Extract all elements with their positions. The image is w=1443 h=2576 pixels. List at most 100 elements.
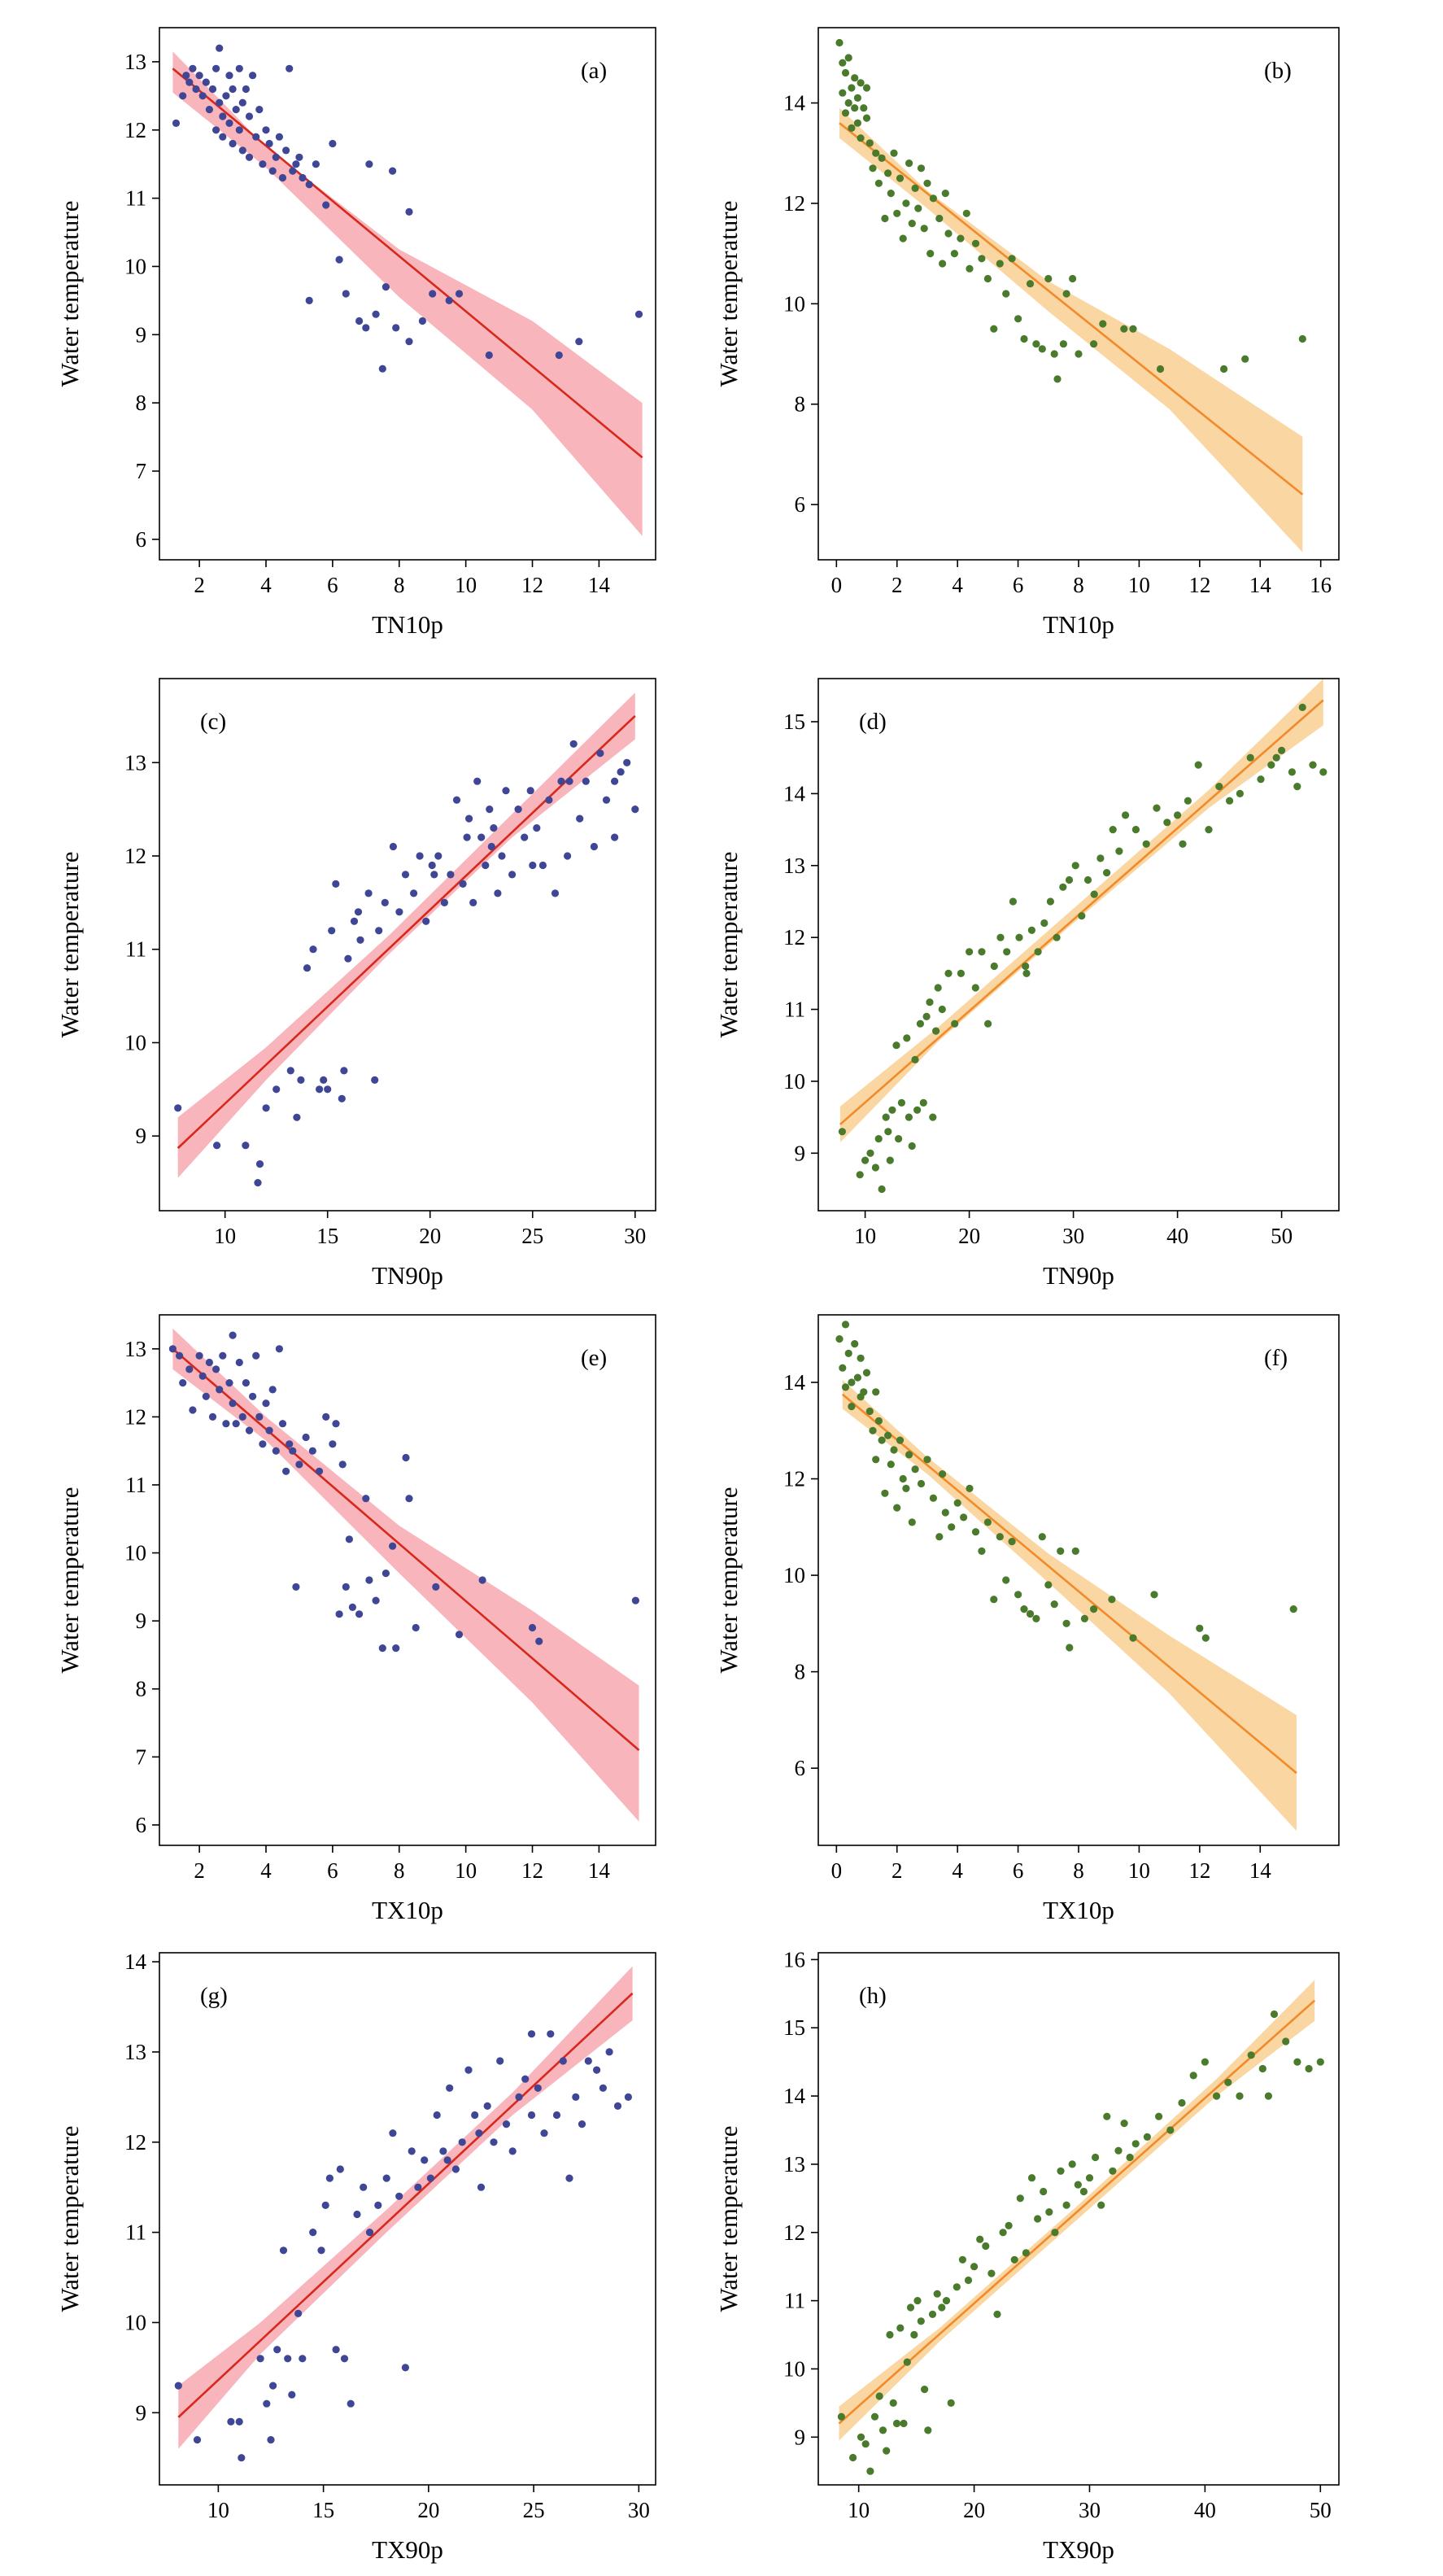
data-point <box>389 167 397 175</box>
data-point <box>1236 2092 1244 2100</box>
data-point <box>917 2317 925 2325</box>
data-point <box>1131 2140 1140 2148</box>
data-point <box>611 833 619 841</box>
y-tick-label: 13 <box>124 1337 146 1361</box>
data-point <box>841 68 850 77</box>
data-point <box>212 64 220 72</box>
data-point <box>475 2129 483 2137</box>
confidence-band <box>172 1328 639 1822</box>
data-point <box>916 1019 924 1028</box>
data-point <box>631 806 639 814</box>
data-point <box>1288 768 1296 776</box>
data-point <box>1046 897 1054 906</box>
data-point <box>255 1160 264 1168</box>
y-tick-label: 13 <box>124 2040 146 2064</box>
x-tick-label: 10 <box>455 573 477 597</box>
data-point <box>911 184 919 192</box>
data-point <box>195 72 203 80</box>
data-point <box>872 1388 880 1396</box>
data-point <box>332 880 340 888</box>
data-point <box>179 92 187 100</box>
data-point <box>857 79 865 87</box>
regression-line <box>177 714 636 1150</box>
data-point <box>455 1631 464 1639</box>
data-point <box>1316 2058 1324 2066</box>
y-tick-label: 10 <box>783 1563 805 1587</box>
y-tick-label: 12 <box>124 118 146 142</box>
data-point <box>275 1345 283 1353</box>
data-point <box>1163 819 1171 827</box>
data-point <box>1065 875 1074 884</box>
panel-b: 0 2 4 6 8 10 12 14 16 6 8 10 12 14 TN10p Water temperat… <box>714 27 1340 639</box>
y-tick-label: 8 <box>795 1660 806 1684</box>
data-point <box>905 159 913 168</box>
data-point <box>957 969 965 977</box>
x-tick-label: 10 <box>848 2498 870 2522</box>
data-point <box>865 139 874 147</box>
data-point <box>262 126 270 134</box>
data-point <box>844 54 852 62</box>
x-tick-label: 14 <box>588 1858 611 1883</box>
data-point <box>242 1379 250 1387</box>
y-axis-title: Water temperature <box>714 2125 743 2312</box>
data-point <box>857 2433 865 2441</box>
data-point <box>917 1479 926 1488</box>
data-point <box>1040 919 1048 928</box>
data-point <box>896 174 905 182</box>
data-point <box>315 1467 324 1475</box>
data-point <box>1026 1609 1035 1618</box>
data-point <box>1205 826 1213 834</box>
data-point <box>364 889 373 897</box>
data-point <box>892 2419 901 2428</box>
data-point <box>278 1420 287 1428</box>
data-point <box>446 2084 454 2092</box>
data-point <box>265 139 273 148</box>
y-tick-label: 13 <box>783 854 805 878</box>
y-axis-title: Water temperature <box>55 200 84 386</box>
y-tick-label: 8 <box>795 392 806 417</box>
data-point <box>983 1518 992 1526</box>
data-point <box>882 1113 890 1121</box>
data-point <box>905 1451 913 1459</box>
data-point <box>902 199 910 207</box>
data-point <box>1020 1605 1028 1613</box>
data-point <box>848 124 856 132</box>
data-point <box>1010 2255 1018 2264</box>
data-point <box>528 1623 537 1632</box>
y-tick-label: 9 <box>795 1141 806 1165</box>
y-tick-label: 12 <box>783 925 805 950</box>
data-point <box>922 1012 931 1020</box>
data-point <box>514 806 522 814</box>
x-tick-label: 40 <box>1166 1224 1188 1248</box>
x-tick-label: 10 <box>207 2498 229 2522</box>
data-point <box>494 889 502 897</box>
x-tick-label: 4 <box>952 1858 963 1883</box>
y-tick-label: 13 <box>124 750 146 775</box>
data-point <box>242 1142 250 1150</box>
data-point <box>362 1495 370 1503</box>
data-point <box>208 1412 217 1421</box>
data-point <box>1051 2229 1059 2237</box>
confidence-band <box>839 107 1303 552</box>
data-point <box>389 842 397 851</box>
data-point <box>534 2084 542 2092</box>
data-point <box>839 89 847 97</box>
data-point <box>623 758 631 766</box>
data-point <box>242 85 250 94</box>
data-point <box>490 824 498 832</box>
data-point <box>259 1440 267 1448</box>
data-point <box>1108 1596 1116 1604</box>
y-tick-label: 12 <box>783 191 805 216</box>
data-point <box>903 1034 911 1042</box>
data-point <box>869 164 877 172</box>
x-tick-label: 2 <box>892 573 903 597</box>
data-point <box>1241 355 1249 363</box>
data-point <box>841 1383 850 1391</box>
data-point <box>1092 2153 1100 2162</box>
data-point <box>229 1331 237 1339</box>
data-point <box>216 98 224 107</box>
data-point <box>923 1456 931 1464</box>
data-point <box>966 264 974 273</box>
data-point <box>1184 797 1192 805</box>
data-point <box>944 229 953 238</box>
